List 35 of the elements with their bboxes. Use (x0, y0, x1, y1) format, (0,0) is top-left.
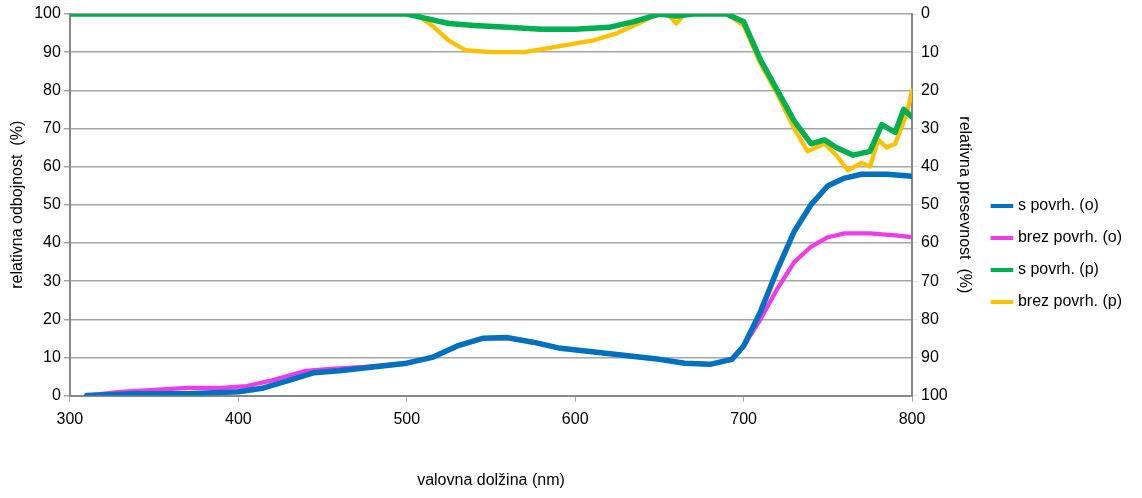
y2-tick-label: 10 (921, 42, 939, 60)
y2-tick-label: 80 (921, 309, 939, 327)
y-tick-label: 0 (51, 386, 61, 404)
x-tick-label: 800 (898, 409, 926, 427)
x-tick-label: 600 (561, 409, 589, 427)
x-tick-label: 500 (393, 409, 421, 427)
y2-tick-label: 90 (921, 347, 939, 365)
x-tick-label: 400 (224, 409, 252, 427)
y-axis-title: relativna odbojnost (%) (8, 120, 26, 289)
y2-tick-label: 60 (921, 233, 939, 251)
y-tick-label: 60 (43, 157, 61, 175)
y-tick-label: 100 (34, 4, 61, 22)
y2-tick-label: 0 (921, 4, 931, 22)
y-tick-label: 30 (43, 271, 61, 289)
y2-tick-label: 100 (921, 386, 948, 404)
legend-label: s povrh. (o) (1017, 196, 1099, 214)
y-tick-label: 20 (43, 309, 61, 327)
legend-label: brez povrh. (o) (1017, 228, 1123, 246)
y2-tick-label: 40 (921, 157, 939, 175)
y-tick-label: 10 (43, 347, 61, 365)
legend-label: brez povrh. (p) (1017, 292, 1123, 310)
x-tick-label: 300 (56, 409, 84, 427)
y-tick-label: 40 (43, 233, 61, 251)
y2-tick-label: 20 (921, 80, 939, 98)
y-tick-label: 90 (43, 42, 61, 60)
y2-tick-label: 70 (921, 271, 939, 289)
y-tick-label: 80 (43, 80, 61, 98)
y-tick-label: 50 (43, 195, 61, 213)
y2-tick-label: 50 (921, 195, 939, 213)
y2-axis-title: relativna presevnost (%) (956, 116, 974, 294)
y2-tick-label: 30 (921, 118, 939, 136)
y-tick-label: 70 (43, 118, 61, 136)
legend-label: s povrh. (p) (1017, 260, 1099, 278)
x-tick-label: 700 (730, 409, 758, 427)
x-axis-title: valovna dolžina (nm) (417, 470, 565, 488)
